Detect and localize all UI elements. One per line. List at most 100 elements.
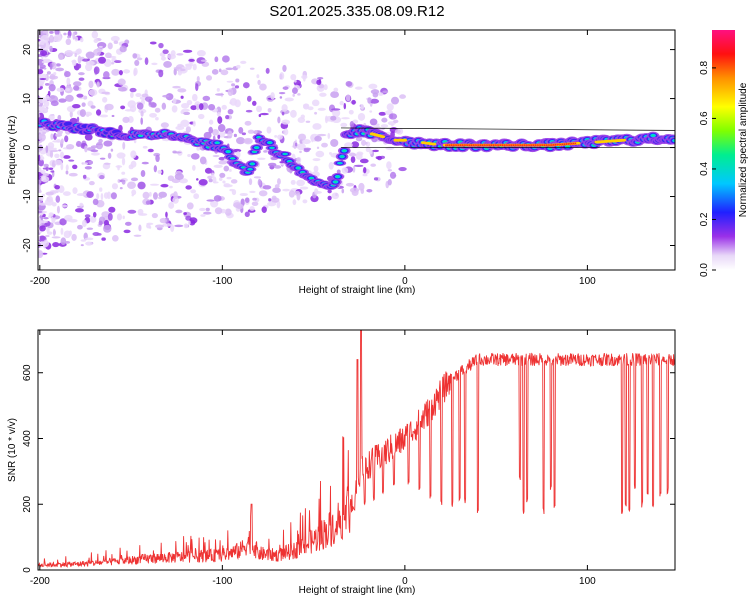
noise-blob	[119, 45, 127, 53]
noise-blob	[133, 69, 137, 77]
noise-blob	[277, 116, 281, 124]
noise-blob	[79, 202, 84, 207]
noise-blob	[272, 187, 281, 194]
noise-blob	[277, 134, 283, 140]
noise-blob	[68, 218, 78, 223]
noise-blob	[89, 215, 97, 223]
noise-blob	[122, 116, 130, 123]
noise-blob	[38, 252, 42, 256]
noise-blob	[217, 124, 226, 133]
noise-blob	[173, 68, 177, 76]
noise-blob	[71, 233, 77, 241]
figure-title: S201.2025.335.08.09.R12	[269, 3, 444, 20]
noise-blob	[101, 91, 110, 95]
noise-blob	[297, 93, 301, 96]
noise-blob	[141, 161, 149, 165]
noise-blob	[294, 190, 301, 196]
noise-blob	[76, 193, 86, 196]
noise-blob	[158, 191, 167, 198]
noise-blob	[227, 88, 234, 96]
noise-blob	[69, 110, 73, 118]
noise-blob	[123, 69, 131, 74]
snr-y-ticks: 0 200 400 600	[22, 364, 675, 573]
noise-blob	[111, 114, 115, 118]
noise-blob	[173, 66, 183, 70]
noise-blob	[244, 211, 250, 218]
snr-y-axis-label: SNR (10 * v/v)	[7, 418, 18, 482]
noise-blob	[248, 178, 253, 186]
colorbar-tick-label: 0.0	[699, 263, 710, 277]
noise-blob	[171, 105, 178, 113]
noise-blob	[341, 167, 349, 174]
noise-blob	[59, 24, 66, 30]
noise-blob	[277, 178, 281, 185]
noise-blob	[230, 179, 238, 184]
noise-blob	[72, 187, 78, 194]
noise-blob	[393, 119, 399, 124]
noise-blob	[39, 64, 46, 69]
noise-blob	[290, 179, 296, 185]
noise-blob	[50, 170, 55, 173]
noise-blob	[117, 86, 127, 92]
noise-blob	[40, 213, 44, 216]
noise-blob	[38, 58, 45, 66]
noise-blob	[116, 152, 126, 159]
noise-blob	[72, 103, 81, 109]
noise-blob	[369, 98, 380, 104]
noise-blob	[74, 53, 77, 58]
noise-blob	[210, 172, 215, 178]
noise-blob	[38, 38, 41, 42]
noise-blob	[315, 150, 325, 158]
noise-blob	[131, 189, 137, 196]
noise-blob	[279, 72, 285, 80]
noise-blob	[92, 211, 97, 218]
noise-blob	[350, 156, 356, 163]
noise-blob	[373, 177, 379, 181]
noise-blob	[77, 55, 82, 64]
noise-blob	[344, 142, 353, 148]
snr-x-axis-label: Height of straight line (km)	[299, 585, 416, 596]
noise-blob	[377, 92, 384, 96]
noise-blob	[62, 155, 71, 159]
ridge-cell	[651, 134, 655, 137]
noise-blob	[85, 241, 93, 246]
noise-blob	[180, 95, 184, 99]
noise-blob	[160, 183, 169, 188]
noise-blob	[161, 56, 166, 61]
noise-blob	[366, 188, 373, 193]
noise-blob	[103, 140, 113, 147]
noise-blob	[110, 35, 120, 42]
noise-blob	[107, 42, 113, 50]
noise-blob	[76, 140, 82, 148]
noise-blob	[60, 237, 67, 245]
noise-blob	[321, 142, 328, 148]
noise-blob	[263, 150, 268, 153]
noise-blob	[282, 64, 287, 72]
noise-blob	[214, 207, 223, 215]
noise-blob	[213, 164, 223, 169]
noise-blob	[39, 78, 47, 81]
noise-blob	[249, 67, 255, 70]
noise-blob	[44, 107, 48, 112]
noise-blob	[51, 236, 61, 239]
x-tick-label: 0	[402, 276, 408, 287]
noise-blob	[356, 151, 364, 156]
noise-blob	[161, 102, 167, 110]
noise-blob	[387, 169, 393, 172]
noise-blob	[253, 176, 262, 179]
noise-blob	[360, 188, 365, 194]
noise-blob	[233, 148, 242, 153]
noise-blob	[133, 139, 137, 144]
noise-blob	[45, 191, 54, 196]
noise-blob	[41, 193, 45, 197]
noise-blob	[176, 53, 184, 56]
noise-blob	[172, 196, 179, 204]
noise-blob	[208, 119, 214, 125]
ridge-cell	[257, 136, 261, 139]
noise-blob	[98, 56, 106, 64]
ridge-cell	[230, 157, 235, 160]
noise-blob	[317, 76, 324, 80]
noise-blob	[38, 158, 44, 167]
noise-blob	[316, 146, 320, 150]
noise-blob	[102, 96, 108, 103]
